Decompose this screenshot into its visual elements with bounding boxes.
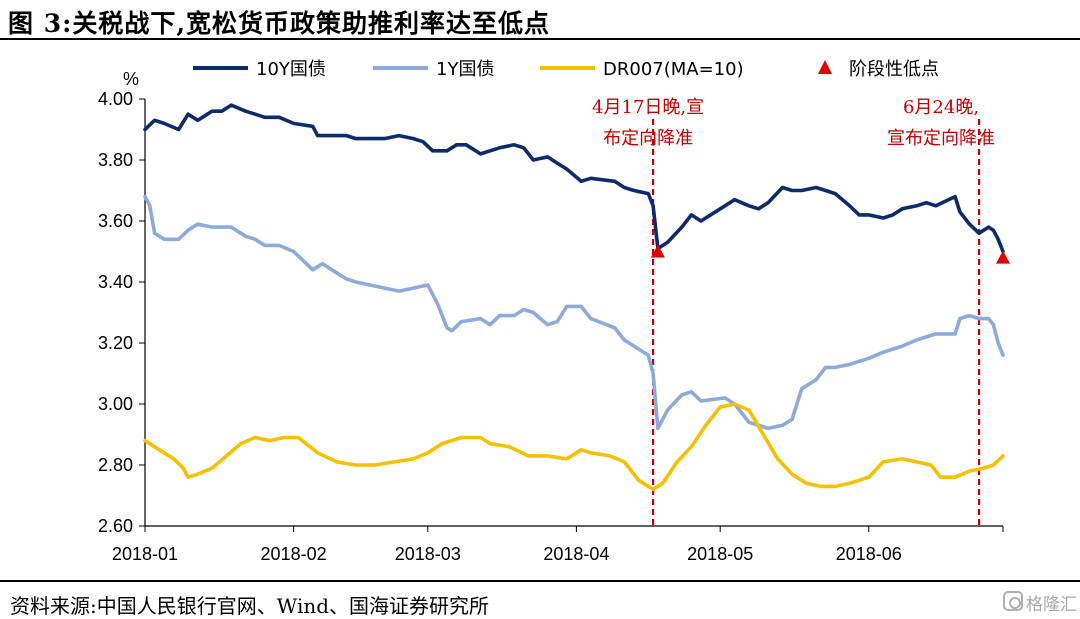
- annotations: 4月17日晚,宣布定向降准 6月24晚, 宣布定向降准: [592, 97, 995, 526]
- marker-layer: [650, 244, 1010, 264]
- legend-marker: [818, 60, 832, 74]
- legend-label: 10Y国债: [256, 59, 326, 80]
- title-rule: [0, 38, 1080, 40]
- source-rule: [0, 580, 1080, 582]
- low-point-marker: [650, 244, 665, 258]
- legend-label: 1Y国债: [436, 59, 494, 80]
- y-tick-label: 2.60: [98, 516, 133, 536]
- y-axis-unit: %: [123, 69, 139, 89]
- x-tick-label: 2018-04: [543, 544, 609, 564]
- y-tick-label: 3.20: [98, 333, 133, 353]
- y-tick-label: 3.60: [98, 211, 133, 231]
- low-point-marker: [996, 250, 1010, 264]
- x-tick-label: 2018-02: [261, 544, 327, 564]
- series-line: [143, 194, 1005, 431]
- figure-title: 图 3:关税战下,宽松货币政策助推利率达至低点: [8, 9, 551, 38]
- y-tick-label: 2.80: [98, 455, 133, 475]
- y-tick-label: 4.00: [98, 89, 133, 109]
- y-tick-label: 3.00: [98, 394, 133, 414]
- annotation-label: 布定向降准: [603, 128, 693, 149]
- series-line: [143, 103, 1005, 254]
- x-tick-label: 2018-06: [836, 544, 902, 564]
- line-chart: 4.00 3.80 3.60 3.40 3.20 3.00 2.80 2.60% 2018-01…: [98, 59, 1010, 564]
- x-tick-label: 2018-03: [395, 544, 461, 564]
- legend-label: DR007(MA=10): [603, 59, 744, 80]
- watermark-text: 格隆汇: [1026, 595, 1077, 615]
- legend: 10Y国债 1Y国债 DR007(MA=10) 阶段性低点: [193, 59, 939, 80]
- series-line: [143, 402, 1005, 492]
- annotation-label: 6月24晚,: [903, 97, 979, 118]
- watermark-logo-icon: [1003, 591, 1023, 611]
- x-tick-label: 2018-05: [687, 544, 753, 564]
- annotation-label: 4月17日晚,宣: [592, 97, 704, 118]
- source-note: 资料来源:中国人民银行官网、Wind、国海证券研究所: [10, 594, 490, 618]
- annotation-label: 宣布定向降准: [887, 128, 995, 149]
- axes: 4.00 3.80 3.60 3.40 3.20 3.00 2.80 2.60% 2018-01…: [98, 69, 1004, 564]
- series-layer: [143, 103, 1005, 492]
- y-tick-label: 3.80: [98, 150, 133, 170]
- y-tick-label: 3.40: [98, 272, 133, 292]
- legend-label: 阶段性低点: [849, 59, 939, 80]
- x-tick-label: 2018-01: [112, 544, 178, 564]
